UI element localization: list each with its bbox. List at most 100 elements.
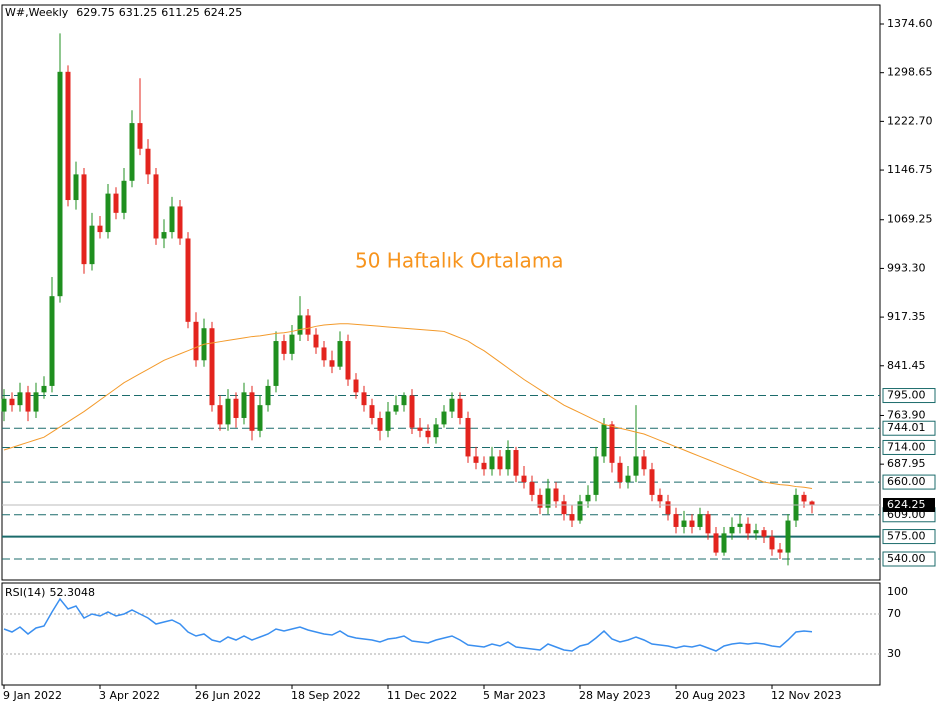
- candle-body: [593, 456, 599, 495]
- candle-body: [433, 424, 439, 438]
- candle-body: [329, 360, 335, 367]
- candle-body: [809, 501, 815, 505]
- candle-body: [393, 405, 399, 412]
- candle-body: [289, 334, 295, 354]
- x-tick-label: 18 Sep 2022: [291, 689, 361, 702]
- y-tick-label: 30: [887, 647, 901, 660]
- candle-body: [361, 392, 367, 406]
- candle-body: [73, 174, 79, 201]
- candle-body: [145, 148, 151, 175]
- candle-body: [761, 530, 767, 537]
- candle-body: [169, 206, 175, 233]
- candle-body: [489, 456, 495, 470]
- candle-body: [601, 424, 607, 457]
- candle-body: [665, 501, 671, 515]
- level-label: 795.00: [887, 389, 926, 402]
- candle-body: [137, 123, 143, 149]
- rsi-title: RSI(14): [5, 586, 45, 599]
- candle-body: [281, 341, 287, 354]
- x-tick-label: 26 Jun 2022: [195, 689, 261, 702]
- y-tick-label: 993.30: [887, 261, 926, 274]
- annotation: 50 Haftalık Ortalama: [355, 249, 564, 273]
- level-label-box: [882, 474, 936, 490]
- candle-body: [345, 341, 351, 380]
- candle-body: [777, 549, 783, 553]
- candle-body: [161, 232, 167, 239]
- y-tick-label: 1374.60: [887, 17, 933, 30]
- candle-body: [521, 475, 527, 483]
- x-tick-label: 5 Mar 2023: [483, 689, 546, 702]
- last-close: 624.25: [204, 6, 243, 19]
- last-price-box: [883, 497, 935, 512]
- candle-body: [793, 494, 799, 521]
- symbol: W#,Weekly: [5, 6, 69, 19]
- candle-body: [737, 523, 743, 527]
- y-tick-label: 917.35: [887, 310, 926, 323]
- candle-body: [185, 238, 191, 322]
- y-tick-label: 687.95: [887, 457, 926, 470]
- level-label-box: [882, 388, 936, 404]
- candle-body: [401, 395, 407, 406]
- candle-body: [649, 469, 655, 495]
- level-label-box: [882, 420, 936, 436]
- candle-body: [33, 392, 39, 412]
- candle-body: [57, 71, 63, 297]
- candle-body: [625, 475, 631, 483]
- candle-body: [385, 411, 391, 431]
- y-tick-label: 841.45: [887, 359, 926, 372]
- candle-body: [681, 520, 687, 527]
- candle-body: [689, 520, 695, 527]
- candle-body: [241, 392, 247, 418]
- candle-body: [513, 450, 519, 476]
- level-label: 660.00: [887, 475, 926, 488]
- candle-body: [409, 395, 415, 428]
- candle-body: [81, 174, 87, 265]
- candle-body: [721, 533, 727, 553]
- x-tick-label: 12 Nov 2023: [771, 689, 841, 702]
- y-tick-label: 763.90: [887, 408, 926, 421]
- level-label-box: [882, 551, 936, 567]
- candle-body: [425, 430, 431, 438]
- candle-body: [545, 488, 551, 508]
- candle-body: [457, 398, 463, 418]
- y-tick-label: 1146.75: [887, 163, 933, 176]
- candle-body: [129, 123, 135, 181]
- candle-body: [473, 456, 479, 463]
- candle-body: [97, 225, 103, 233]
- y-tick-label: 70: [887, 607, 901, 620]
- x-tick-label: 11 Dec 2022: [387, 689, 457, 702]
- candle-body: [449, 398, 455, 412]
- candle-body: [729, 526, 735, 534]
- candle-body: [209, 328, 215, 406]
- candle-body: [537, 494, 543, 508]
- candle-body: [65, 71, 71, 201]
- candle-body: [105, 193, 111, 233]
- candle-body: [633, 456, 639, 476]
- candle-body: [641, 456, 647, 470]
- last-low: 611.25: [161, 6, 200, 19]
- candle-body: [233, 398, 239, 418]
- candle-body: [17, 392, 23, 406]
- price-pane: [1, 4, 881, 581]
- x-tick-label: 9 Jan 2022: [3, 689, 62, 702]
- x-tick-label: 3 Apr 2022: [99, 689, 160, 702]
- candle-body: [497, 456, 503, 470]
- x-tick-label: 28 May 2023: [579, 689, 651, 702]
- last-open: 629.75: [76, 6, 115, 19]
- candle-body: [321, 347, 327, 361]
- candle-body: [193, 321, 199, 361]
- candle-body: [673, 514, 679, 527]
- last-high: 631.25: [119, 6, 158, 19]
- rsi-pane: [1, 582, 881, 686]
- candle-body: [113, 193, 119, 213]
- candle-body: [177, 206, 183, 239]
- y-tick-label: 1298.65: [887, 66, 933, 79]
- candle-body: [41, 385, 47, 393]
- candle-body: [313, 334, 319, 348]
- candle-body: [9, 398, 15, 406]
- last-price-label: 624.25: [887, 498, 926, 511]
- candle-body: [785, 520, 791, 553]
- y-tick-label: 1222.70: [887, 114, 933, 127]
- candle-body: [417, 427, 423, 431]
- level-label: 714.00: [887, 440, 926, 453]
